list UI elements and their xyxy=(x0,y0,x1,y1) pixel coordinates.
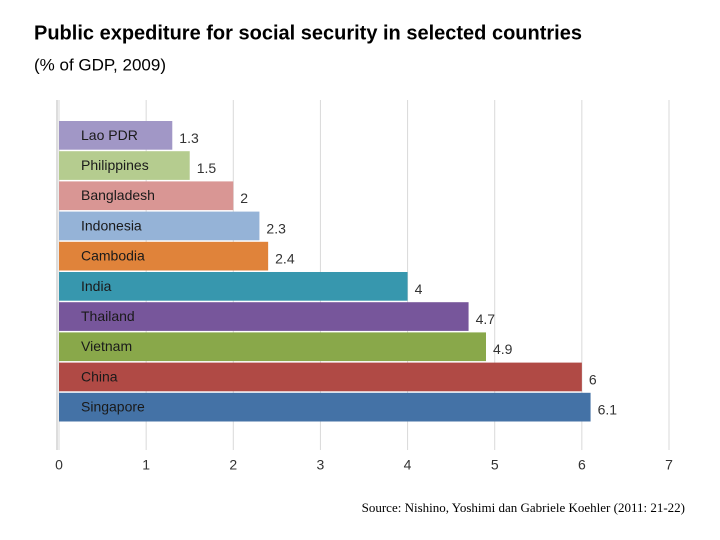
category-label: Singapore xyxy=(81,399,145,415)
value-label: 4 xyxy=(415,281,423,297)
value-label: 2 xyxy=(240,190,248,206)
value-label: 1.3 xyxy=(179,130,199,146)
category-label: Indonesia xyxy=(81,217,142,233)
bar xyxy=(59,121,173,150)
value-label: 2.3 xyxy=(266,220,286,236)
bar xyxy=(59,332,486,362)
category-label: Vietnam xyxy=(81,338,132,354)
category-label: Bangladesh xyxy=(81,187,155,203)
bar xyxy=(59,302,469,331)
chart-title: Public expediture for social security in… xyxy=(34,22,582,44)
x-tick-label: 7 xyxy=(665,457,673,473)
category-label: Philippines xyxy=(81,157,149,173)
category-label: India xyxy=(81,278,112,294)
bar xyxy=(59,211,260,241)
category-label: Cambodia xyxy=(81,248,145,264)
category-label: China xyxy=(81,368,118,384)
category-label: Lao PDR xyxy=(81,127,138,143)
value-label: 4.7 xyxy=(476,311,496,327)
bar xyxy=(59,392,591,422)
x-tick-label: 3 xyxy=(317,457,325,473)
source-note: Source: Nishino, Yoshimi dan Gabriele Ko… xyxy=(362,500,685,515)
value-label: 1.5 xyxy=(197,160,217,176)
bar xyxy=(59,181,234,211)
bar xyxy=(59,272,408,301)
category-label: Thailand xyxy=(81,308,135,324)
bar xyxy=(59,151,190,180)
chart-subtitle: (% of GDP, 2009) xyxy=(34,55,166,74)
value-label: 4.9 xyxy=(493,341,513,357)
x-tick-label: 2 xyxy=(229,457,237,473)
value-label: 6 xyxy=(589,371,597,387)
bar xyxy=(59,241,269,271)
bar xyxy=(59,362,582,392)
x-tick-label: 0 xyxy=(55,457,63,473)
value-label: 6.1 xyxy=(598,402,618,418)
x-tick-label: 5 xyxy=(491,457,499,473)
value-label: 2.4 xyxy=(275,251,295,267)
x-tick-label: 1 xyxy=(142,457,150,473)
x-tick-label: 4 xyxy=(404,457,412,473)
x-tick-label: 6 xyxy=(578,457,586,473)
